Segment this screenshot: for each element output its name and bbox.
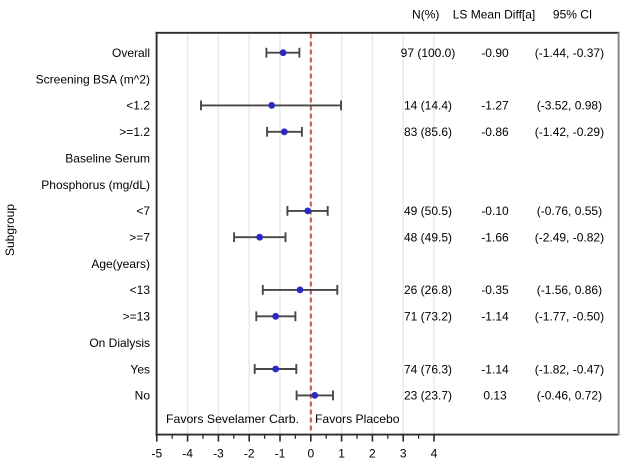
svg-text:(-1.82, -0.47): (-1.82, -0.47) bbox=[535, 362, 604, 376]
svg-text:(-0.46, 0.72): (-0.46, 0.72) bbox=[537, 389, 602, 403]
svg-text:>=13: >=13 bbox=[123, 310, 151, 324]
svg-text:(-1.42, -0.29): (-1.42, -0.29) bbox=[535, 125, 604, 139]
svg-text:83 (85.6): 83 (85.6) bbox=[404, 125, 452, 139]
svg-text:71 (73.2): 71 (73.2) bbox=[404, 310, 452, 324]
svg-text:Favors Placebo: Favors Placebo bbox=[315, 412, 400, 426]
svg-text:On Dialysis: On Dialysis bbox=[89, 336, 150, 350]
svg-text:Subgroup: Subgroup bbox=[3, 204, 17, 256]
svg-text:4: 4 bbox=[431, 447, 438, 461]
svg-text:N(%): N(%) bbox=[412, 8, 439, 22]
svg-text:(-2.49, -0.82): (-2.49, -0.82) bbox=[535, 231, 604, 245]
svg-text:Age(years): Age(years) bbox=[91, 257, 150, 271]
svg-text:No: No bbox=[135, 389, 151, 403]
svg-text:Phosphorus (mg/dL): Phosphorus (mg/dL) bbox=[41, 178, 150, 192]
svg-text:<7: <7 bbox=[136, 204, 150, 218]
svg-text:Baseline Serum: Baseline Serum bbox=[65, 151, 150, 165]
svg-text:3: 3 bbox=[400, 447, 407, 461]
svg-text:<13: <13 bbox=[130, 283, 151, 297]
svg-text:>=7: >=7 bbox=[129, 231, 150, 245]
svg-text:48 (49.5): 48 (49.5) bbox=[404, 231, 452, 245]
svg-text:(-0.76, 0.55): (-0.76, 0.55) bbox=[537, 204, 602, 218]
svg-text:(-1.44, -0.37): (-1.44, -0.37) bbox=[535, 46, 604, 60]
svg-text:-1.14: -1.14 bbox=[481, 362, 509, 376]
svg-text:Yes: Yes bbox=[130, 362, 150, 376]
svg-text:26 (26.8): 26 (26.8) bbox=[404, 283, 452, 297]
svg-text:LS Mean Diff[a]: LS Mean Diff[a] bbox=[453, 8, 536, 22]
svg-text:49 (50.5): 49 (50.5) bbox=[404, 204, 452, 218]
svg-text:-0.86: -0.86 bbox=[481, 125, 509, 139]
svg-text:97 (100.0): 97 (100.0) bbox=[401, 46, 456, 60]
svg-text:Favors Sevelamer Carb.: Favors Sevelamer Carb. bbox=[166, 412, 299, 426]
svg-text:Screening BSA (m^2): Screening BSA (m^2) bbox=[36, 72, 150, 86]
svg-text:-4: -4 bbox=[182, 447, 193, 461]
svg-text:-1.66: -1.66 bbox=[481, 231, 509, 245]
svg-text:-5: -5 bbox=[151, 447, 162, 461]
svg-text:-1.14: -1.14 bbox=[481, 310, 509, 324]
svg-text:(-3.52, 0.98): (-3.52, 0.98) bbox=[537, 99, 602, 113]
svg-text:2: 2 bbox=[369, 447, 376, 461]
svg-text:-3: -3 bbox=[213, 447, 224, 461]
svg-text:-0.10: -0.10 bbox=[481, 204, 509, 218]
svg-text:-0.35: -0.35 bbox=[481, 283, 509, 297]
svg-text:(-1.56, 0.86): (-1.56, 0.86) bbox=[537, 283, 602, 297]
svg-text:(-1.77, -0.50): (-1.77, -0.50) bbox=[535, 310, 604, 324]
svg-text:95% CI: 95% CI bbox=[553, 8, 592, 22]
svg-text:>=1.2: >=1.2 bbox=[119, 125, 150, 139]
svg-text:-1.27: -1.27 bbox=[481, 99, 509, 113]
svg-text:-1: -1 bbox=[275, 447, 286, 461]
svg-text:Overall: Overall bbox=[112, 46, 150, 60]
svg-text:-0.90: -0.90 bbox=[481, 46, 509, 60]
svg-text:0.13: 0.13 bbox=[483, 389, 507, 403]
svg-text:0: 0 bbox=[307, 447, 314, 461]
svg-text:23 (23.7): 23 (23.7) bbox=[404, 389, 452, 403]
svg-text:74 (76.3): 74 (76.3) bbox=[404, 362, 452, 376]
svg-text:14 (14.4): 14 (14.4) bbox=[404, 99, 452, 113]
svg-text:1: 1 bbox=[338, 447, 345, 461]
svg-text:-2: -2 bbox=[244, 447, 255, 461]
svg-text:<1.2: <1.2 bbox=[126, 99, 150, 113]
